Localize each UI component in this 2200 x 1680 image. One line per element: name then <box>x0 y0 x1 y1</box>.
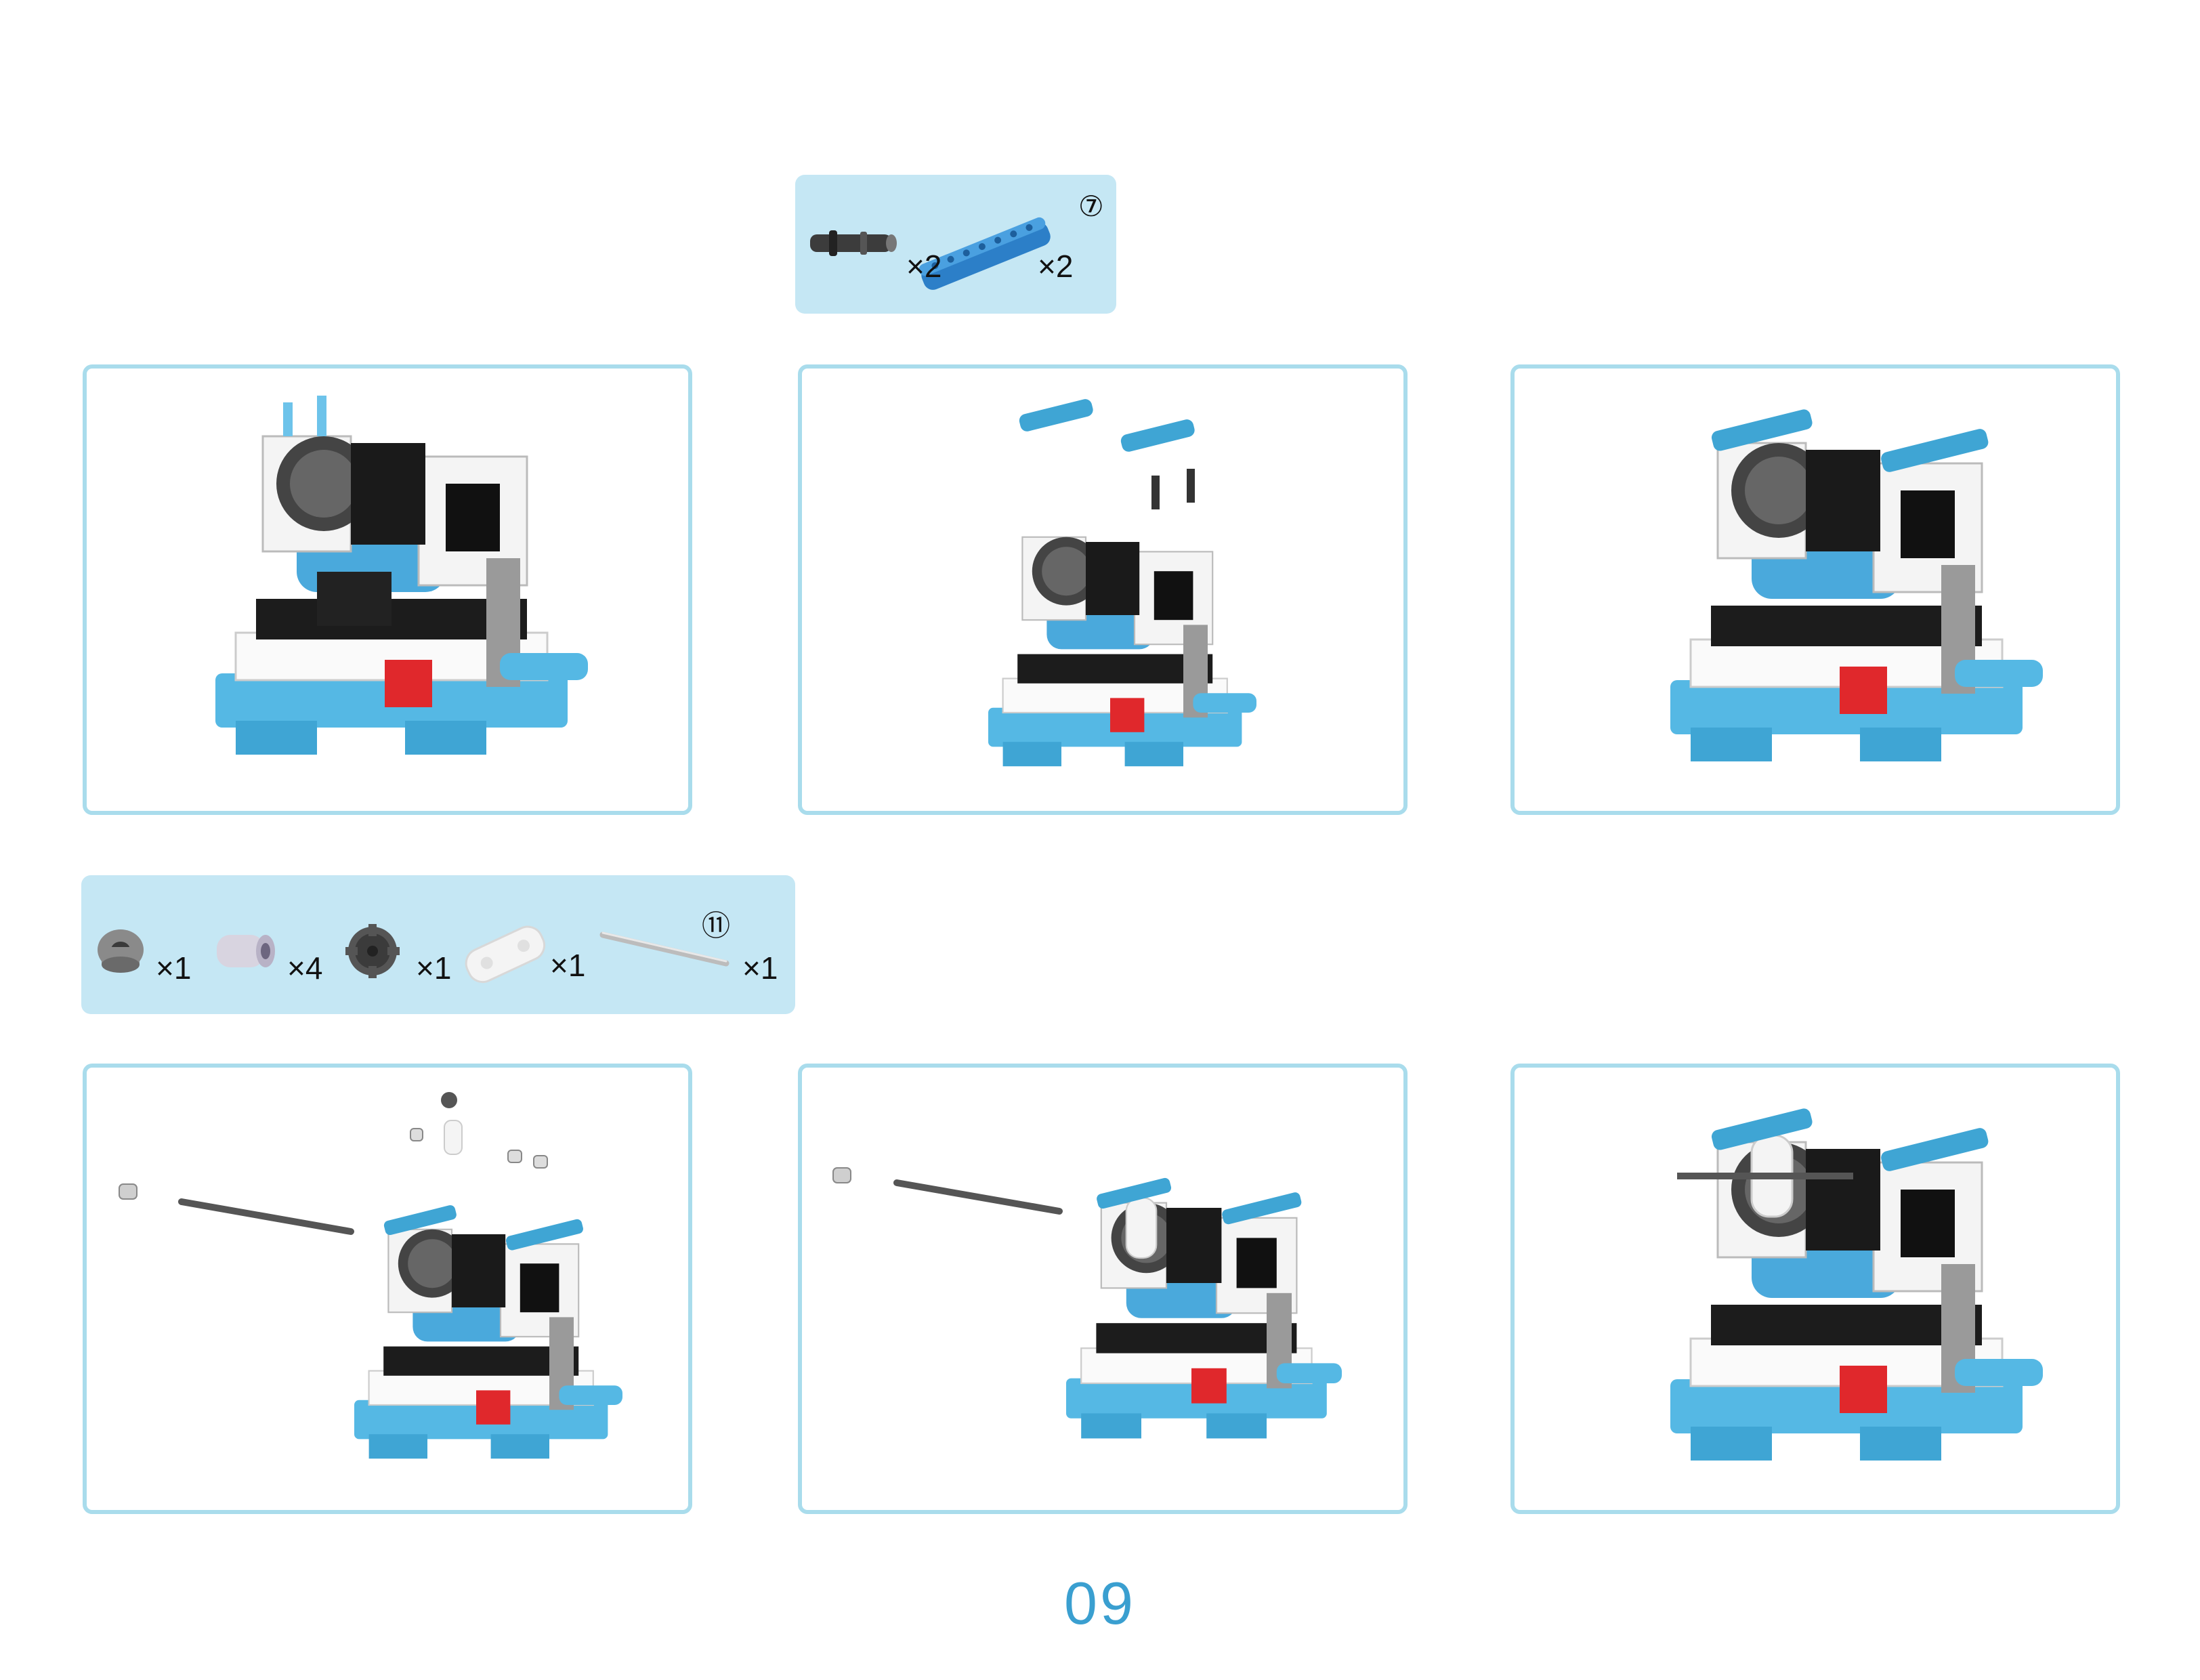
step-panel-3 <box>1510 364 2120 815</box>
step-panel-2 <box>798 364 1408 815</box>
step-panel-5 <box>798 1064 1408 1514</box>
bushing-light-qty: ×4 <box>287 950 323 986</box>
assembly-illustration <box>215 396 588 755</box>
assembly-illustration <box>1670 1108 2043 1461</box>
parts-list-step-a: ×2 ×2 ⑦ <box>795 175 1116 314</box>
beam-size-mark: ⑦ <box>1078 190 1104 222</box>
bushing-light-icon <box>217 935 275 967</box>
step-panel-4 <box>83 1064 692 1514</box>
assembly-illustration <box>832 1167 1342 1439</box>
assembly-illustration <box>988 399 1256 767</box>
connector-white-icon <box>465 925 546 984</box>
beam-7-icon <box>918 217 1051 290</box>
axle-pin-icon <box>810 230 897 256</box>
parts-drawing <box>98 924 729 984</box>
connector-white-qty: ×1 <box>550 948 586 983</box>
page-number: 09 <box>1064 1570 1136 1637</box>
beam-7-qty: ×2 <box>1038 249 1074 284</box>
axle-pin-qty: ×2 <box>906 249 942 284</box>
parts-drawing <box>810 217 1051 290</box>
bushing-dark-icon <box>98 929 144 973</box>
assembly-illustration <box>119 1092 622 1459</box>
assembly-illustration <box>1670 409 2043 761</box>
parts-list-step-b: ×1 ×4 ×1 ×1 ×1 ⑪ <box>81 875 795 1014</box>
gear-small-icon <box>345 924 400 978</box>
step-panel-6 <box>1510 1064 2120 1514</box>
axle-size-mark: ⑪ <box>702 910 731 942</box>
step-panel-1 <box>83 364 692 815</box>
bushing-dark-qty: ×1 <box>156 950 192 986</box>
gear-small-qty: ×1 <box>416 950 452 986</box>
axle-11-qty: ×1 <box>742 950 778 986</box>
axle-11-icon <box>599 931 729 967</box>
